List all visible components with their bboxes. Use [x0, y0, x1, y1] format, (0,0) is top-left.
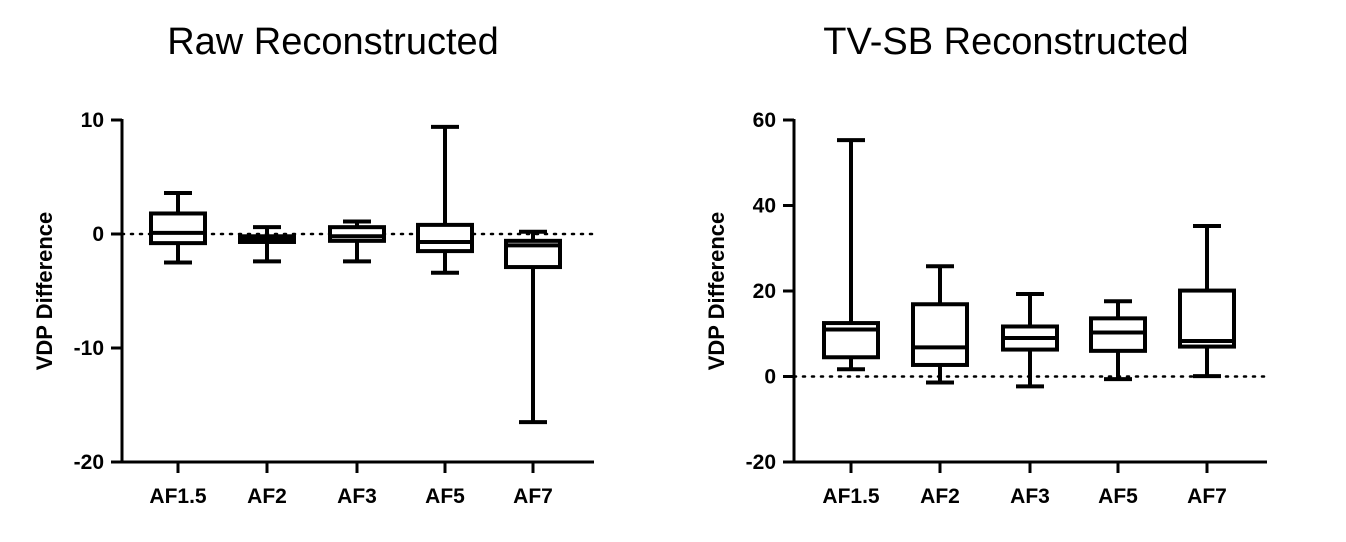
chart1-x-tick-label: AF5	[425, 485, 465, 508]
chart2-x-tick-label: AF5	[1098, 485, 1138, 508]
chart2-x-tick-label: AF1.5	[822, 485, 880, 508]
chart1-y-axis-label: VDP Difference	[32, 212, 57, 371]
chart2-y-tick-label: -20	[746, 451, 776, 474]
chart2-x-tick-label: AF3	[1010, 485, 1050, 508]
chart2-box-af5-iqr	[1089, 316, 1147, 353]
chart1-box-af1-5-iqr	[149, 211, 207, 246]
chart1-box-af3-iqr	[328, 225, 386, 243]
chart2-y-tick-label: 20	[753, 280, 776, 303]
chart2-box-af7-iqr	[1178, 288, 1236, 349]
chart1-y-tick-label: 10	[81, 109, 104, 132]
chart2-y-tick-label: 60	[753, 109, 776, 132]
chart1-y-tick-label: -20	[74, 451, 104, 474]
chart1-x-tick-label: AF7	[513, 485, 553, 508]
chart1-title: Raw Reconstructed	[167, 21, 499, 63]
chart1-box-af5-iqr	[416, 222, 474, 254]
chart1-x-tick-label: AF1.5	[149, 485, 207, 508]
chart2-y-axis-label: VDP Difference	[704, 212, 729, 371]
chart1-x-tick-label: AF3	[337, 485, 377, 508]
chart2-box-af2-iqr	[911, 302, 969, 367]
chart2-y-tick-label: 40	[753, 195, 776, 218]
chart2-x-tick-label: AF2	[920, 485, 960, 508]
chart1-y-tick-label: -10	[74, 337, 104, 360]
chart2-x-tick-label: AF7	[1187, 485, 1227, 508]
chart1-y-tick-label: 0	[92, 223, 104, 246]
chart2-title: TV-SB Reconstructed	[823, 21, 1188, 63]
chart2-y-tick-label: 0	[764, 366, 776, 389]
chart1-x-tick-label: AF2	[247, 485, 287, 508]
